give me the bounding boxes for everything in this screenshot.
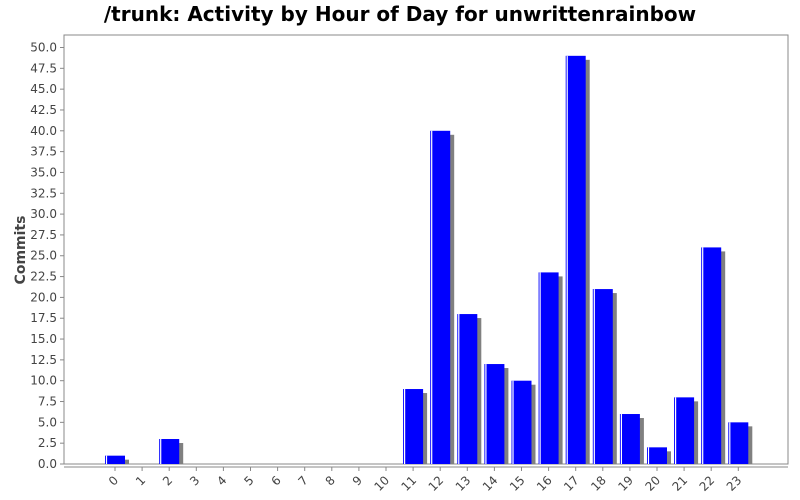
x-tick-label: 12 [426, 473, 447, 494]
bar [538, 272, 559, 464]
y-tick-label: 5.0 [38, 415, 57, 429]
bar [430, 130, 451, 464]
bar [592, 289, 613, 464]
x-tick-label: 22 [697, 473, 718, 494]
y-tick-label: 45.0 [30, 82, 57, 96]
bar [647, 447, 667, 464]
bar [619, 414, 640, 464]
y-tick-label: 50.0 [30, 40, 57, 54]
bar [674, 397, 695, 464]
x-axis: 0 1 2 3 4 5 6 7 8 9 10 11 12 13 14 15 16 17 18 19 20 21 22 23 [106, 467, 745, 494]
y-tick-label: 7.5 [38, 395, 57, 409]
y-tick-label: 15.0 [30, 332, 57, 346]
x-tick-label: 23 [724, 473, 745, 494]
y-tick-label: 25.0 [30, 249, 57, 263]
y-tick-label: 10.0 [30, 374, 57, 388]
y-tick-label: 22.5 [30, 270, 57, 284]
bar [105, 455, 125, 464]
x-tick-label: 3 [187, 473, 202, 488]
y-tick-label: 32.5 [30, 186, 57, 200]
bar [159, 439, 180, 464]
y-tick-label: 35.0 [30, 165, 57, 179]
x-tick-label: 6 [268, 473, 283, 488]
x-tick-label: 9 [350, 473, 365, 488]
x-tick-label: 21 [670, 473, 691, 494]
bar [403, 389, 424, 464]
x-tick-label: 1 [133, 473, 148, 488]
bar [701, 247, 722, 464]
y-axis-title: Commits [13, 216, 29, 285]
chart-title: /trunk: Activity by Hour of Day for unwr… [103, 2, 697, 26]
bar [484, 364, 505, 464]
y-tick-label: 2.5 [38, 436, 57, 450]
x-tick-label: 17 [561, 473, 582, 494]
x-tick-label: 10 [371, 473, 392, 494]
x-tick-label: 11 [399, 473, 420, 494]
y-tick-label: 17.5 [30, 311, 57, 325]
x-tick-label: 5 [241, 473, 256, 488]
x-tick-label: 14 [480, 473, 501, 494]
bar [457, 314, 478, 464]
y-tick-label: 12.5 [30, 353, 57, 367]
y-tick-label: 42.5 [30, 103, 57, 117]
y-tick-label: 0.0 [38, 457, 57, 471]
y-tick-label: 20.0 [30, 290, 57, 304]
x-tick-label: 0 [106, 473, 121, 488]
x-tick-label: 13 [453, 473, 474, 494]
bar [728, 422, 749, 464]
y-tick-label: 47.5 [30, 61, 57, 75]
x-tick-label: 15 [507, 473, 528, 494]
y-tick-label: 40.0 [30, 124, 57, 138]
bar [511, 380, 532, 464]
y-axis: 0.0 2.5 5.0 7.5 10.0 12.5 15.0 17.5 20.0 22.5 25.0… [30, 40, 64, 471]
x-tick-label: 20 [642, 473, 663, 494]
x-tick-label: 16 [534, 473, 555, 494]
x-tick-label: 7 [296, 473, 311, 488]
y-tick-label: 30.0 [30, 207, 57, 221]
x-tick-label: 18 [588, 473, 609, 494]
bar-series [105, 55, 753, 464]
x-tick-label: 4 [214, 473, 229, 488]
x-tick-label: 19 [615, 473, 636, 494]
y-tick-label: 27.5 [30, 228, 57, 242]
y-tick-label: 37.5 [30, 145, 57, 159]
x-tick-label: 8 [323, 473, 338, 488]
plot-area [63, 34, 789, 465]
bar [565, 55, 586, 464]
x-tick-label: 2 [160, 473, 175, 488]
